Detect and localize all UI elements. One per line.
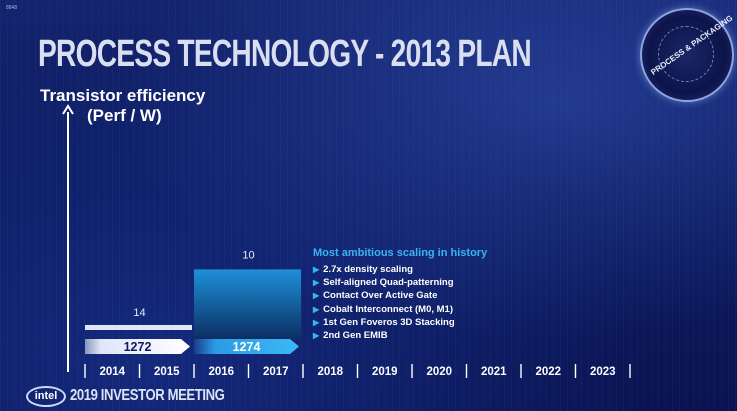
- process-packaging-badge: PROCESS & PACKAGING: [640, 8, 734, 102]
- triangle-bullet-icon: ▶: [313, 291, 320, 301]
- y-axis-label-unit: (Perf / W): [87, 106, 162, 125]
- x-tick-label: 2021: [481, 366, 507, 378]
- x-tick-label: 2022: [535, 366, 561, 378]
- highlight-item: ▶ Self-aligned Quad-patterning: [313, 276, 487, 289]
- process-pill-1274: [194, 339, 299, 354]
- badge-ring: [658, 26, 714, 82]
- node-label-10: 10: [242, 249, 254, 261]
- highlight-item: ▶ Contact Over Active Gate: [313, 289, 487, 302]
- triangle-bullet-icon: ▶: [313, 331, 320, 341]
- x-tick-label: 2018: [317, 366, 343, 378]
- x-tick-label: 2015: [154, 366, 180, 378]
- triangle-bullet-icon: ▶: [313, 278, 320, 288]
- highlight-item: ▶ Cobalt Interconnect (M0, M1): [313, 303, 487, 316]
- highlight-item: ▶ 2.7x density scaling: [313, 263, 487, 276]
- x-tick-label: 2017: [263, 366, 289, 378]
- highlight-text: Self-aligned Quad-patterning: [323, 277, 454, 289]
- x-tick-label: 2014: [99, 366, 125, 378]
- x-tick-label: 2020: [426, 366, 452, 378]
- intel-logo: intel: [26, 386, 66, 407]
- triangle-bullet-icon: ▶: [313, 317, 320, 327]
- process-pill-1272: [85, 339, 190, 354]
- process-label-1272: 1272: [124, 340, 152, 354]
- x-tick-label: 2023: [590, 366, 616, 378]
- highlight-item: ▶ 2nd Gen EMIB: [313, 329, 487, 342]
- node-bar-10: [194, 269, 301, 340]
- node-bar-14: [85, 325, 192, 330]
- x-tick-label: 2019: [372, 366, 398, 378]
- highlight-text: 2nd Gen EMIB: [323, 330, 388, 342]
- process-label-1274: 1274: [233, 340, 261, 354]
- slide-tag: 8848: [6, 5, 18, 11]
- scaling-highlights: Most ambitious scaling in history ▶ 2.7x …: [313, 247, 487, 342]
- slide-title: PROCESS TECHNOLOGY - 2013 PLAN: [38, 33, 532, 75]
- highlight-item: ▶ 1st Gen Foveros 3D Stacking: [313, 316, 487, 329]
- highlight-text: Contact Over Active Gate: [323, 290, 438, 302]
- highlight-text: 1st Gen Foveros 3D Stacking: [323, 316, 455, 328]
- highlight-text: Cobalt Interconnect (M0, M1): [323, 303, 453, 315]
- y-axis-arrow-icon: [62, 104, 74, 115]
- highlight-text: 2.7x density scaling: [323, 264, 413, 275]
- y-axis-label: Transistor efficiency: [40, 86, 206, 105]
- event-title: 2019 INVESTOR MEETING: [70, 387, 225, 404]
- node-label-14: 14: [133, 307, 145, 319]
- x-tick-label: 2016: [208, 366, 234, 378]
- triangle-bullet-icon: ▶: [313, 265, 320, 274]
- highlights-heading: Most ambitious scaling in history: [313, 247, 488, 259]
- triangle-bullet-icon: ▶: [313, 304, 320, 314]
